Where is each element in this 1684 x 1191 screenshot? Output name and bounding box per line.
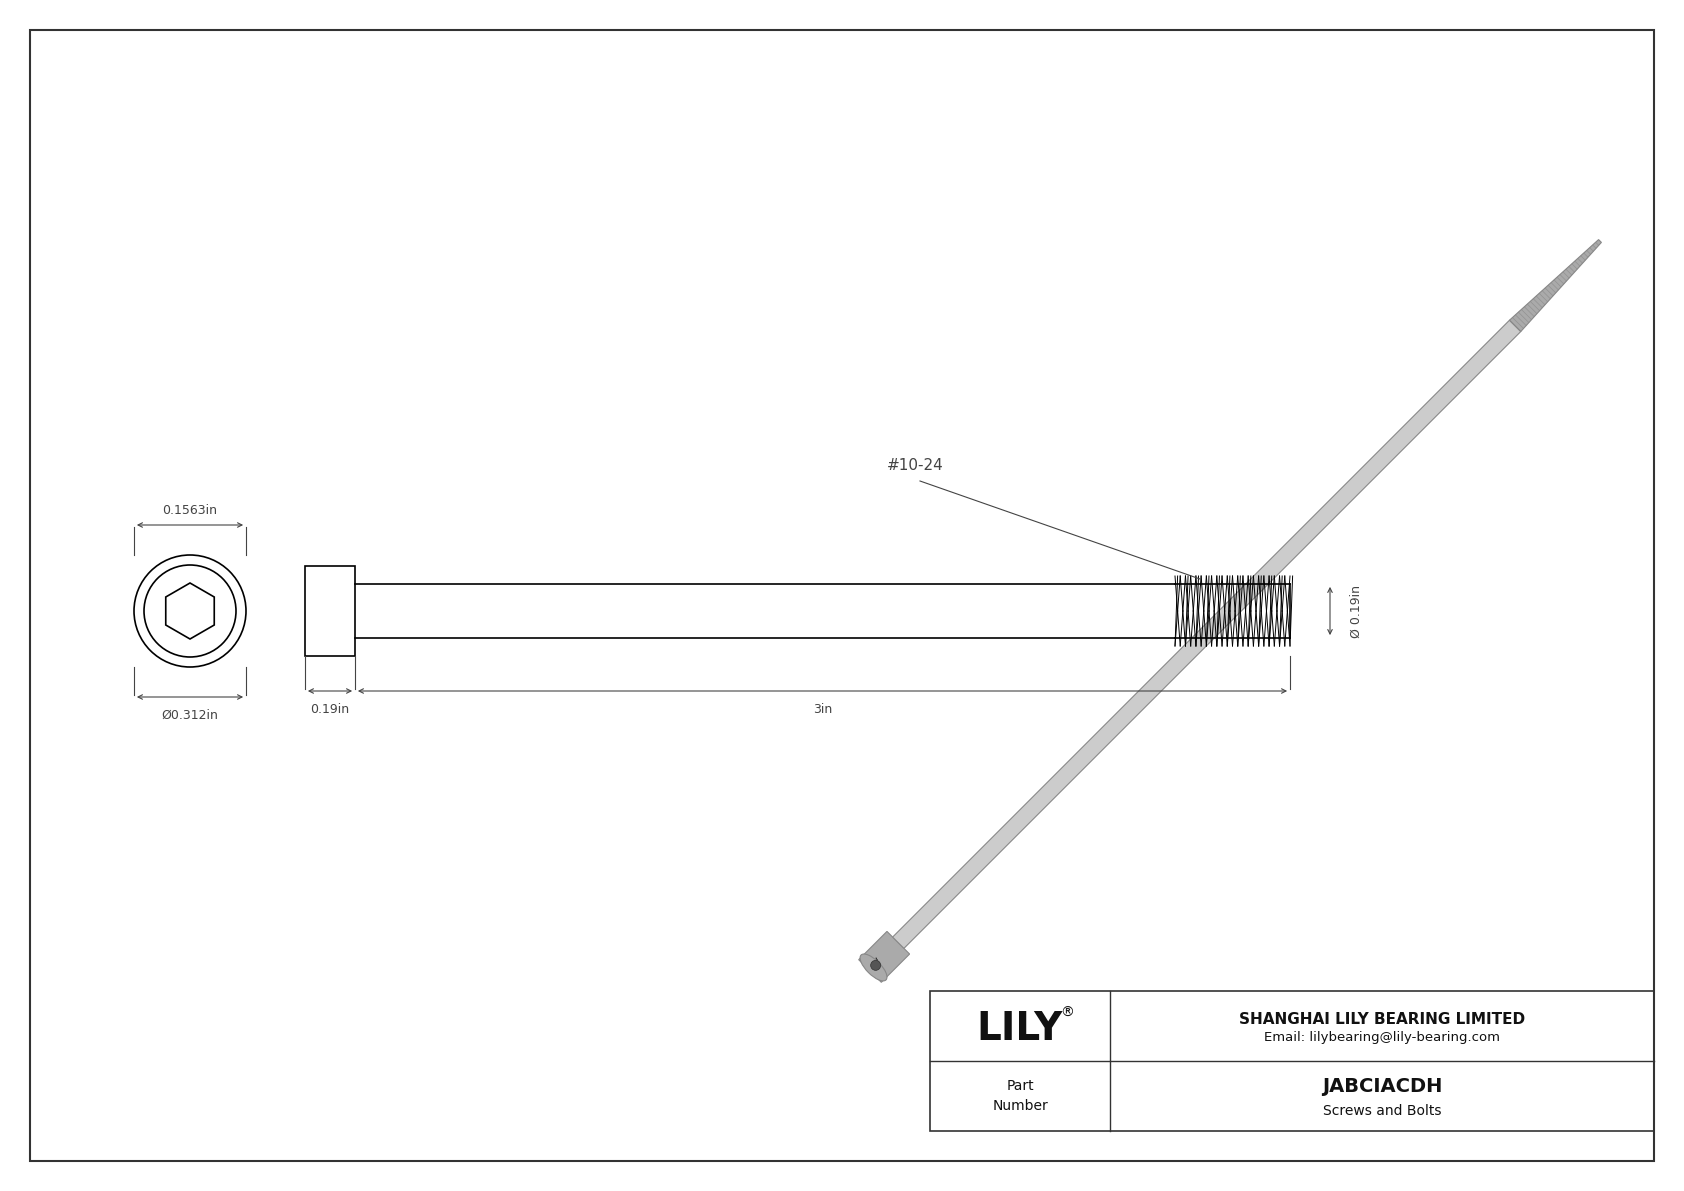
Polygon shape [1509, 239, 1601, 331]
Text: Email: lilybearing@lily-bearing.com: Email: lilybearing@lily-bearing.com [1265, 1031, 1500, 1045]
Text: #10-24: #10-24 [886, 459, 943, 473]
Text: Ø0.312in: Ø0.312in [162, 709, 219, 722]
Text: JABCIACDH: JABCIACDH [1322, 1077, 1442, 1096]
Ellipse shape [861, 954, 887, 981]
Text: ®: ® [1059, 1006, 1074, 1019]
Text: 3in: 3in [813, 703, 832, 716]
Text: SHANGHAI LILY BEARING LIMITED: SHANGHAI LILY BEARING LIMITED [1239, 1011, 1526, 1027]
Text: Screws and Bolts: Screws and Bolts [1322, 1104, 1442, 1118]
Circle shape [871, 960, 881, 971]
Text: LILY: LILY [977, 1010, 1063, 1048]
Text: Part
Number: Part Number [992, 1079, 1047, 1112]
Text: 0.1563in: 0.1563in [162, 504, 217, 517]
Polygon shape [893, 320, 1521, 948]
Polygon shape [876, 958, 881, 967]
Text: 0.19in: 0.19in [310, 703, 350, 716]
Polygon shape [859, 931, 909, 983]
Text: Ø 0.19in: Ø 0.19in [1351, 585, 1362, 637]
